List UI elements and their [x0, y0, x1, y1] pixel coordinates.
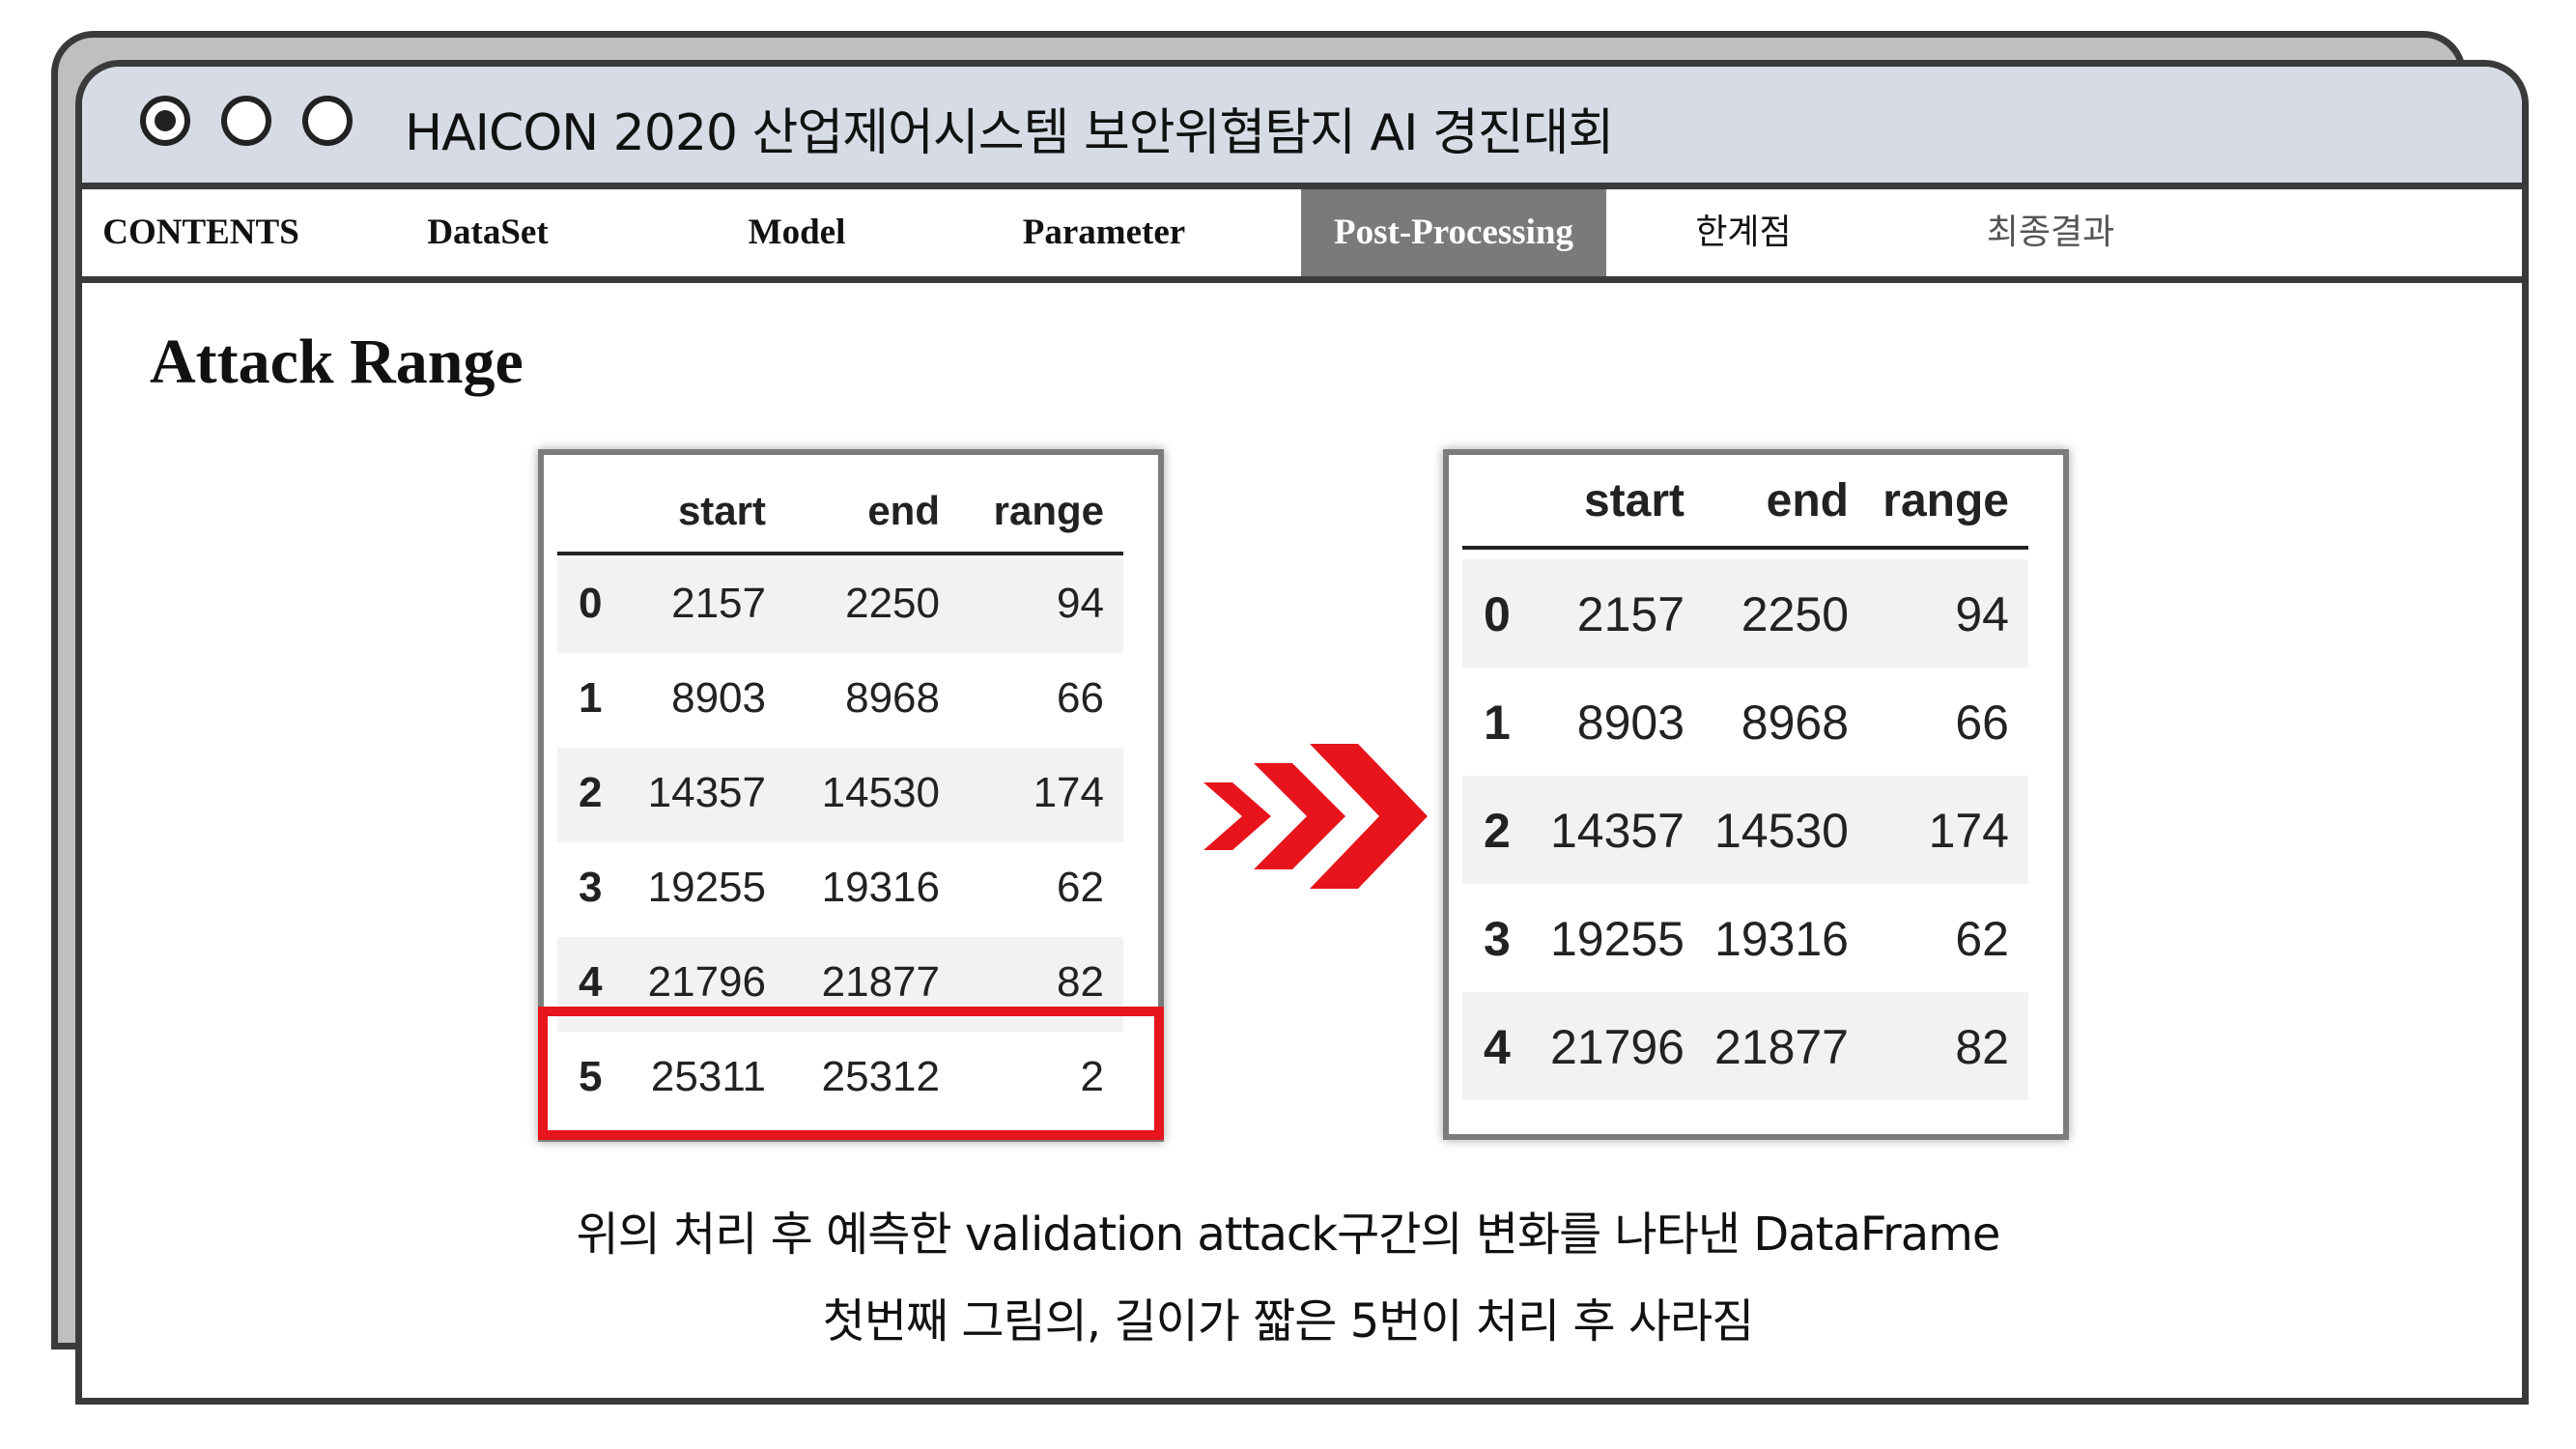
cell-start: 14357 — [1549, 804, 1684, 858]
cell-idx: 0 — [579, 580, 603, 627]
cell-start: 21796 — [1549, 1020, 1684, 1074]
cell-idx: 5 — [579, 1053, 603, 1100]
caption-line-1: 위의 처리 후 예측한 validation attack구간의 변화를 나타낸… — [576, 1208, 2001, 1262]
title-bar: HAICON 2020 산업제어시스템 보안위협탐지 AI 경진대회 — [82, 67, 2522, 189]
cell-idx: 3 — [1484, 912, 1511, 966]
main-window: HAICON 2020 산업제어시스템 보안위협탐지 AI 경진대회 CONTE… — [75, 60, 2529, 1405]
table-row: 2 14357 14530 174 — [557, 748, 1123, 842]
cell-start: 2157 — [671, 580, 766, 627]
column-header-start: start — [1583, 475, 1684, 526]
window-control-radio-icon[interactable] — [140, 96, 190, 146]
table-row: 0 2157 2250 94 — [557, 558, 1123, 653]
section-title: Attack Range — [150, 327, 524, 397]
table-row: 1 8903 8968 66 — [1462, 668, 2028, 776]
nav-tab-parameter[interactable]: Parameter — [1022, 213, 1186, 252]
nav-tab-final-results[interactable]: 최종결과 — [1986, 213, 2115, 252]
cell-idx: 1 — [579, 674, 603, 722]
column-header-start: start — [677, 488, 766, 533]
before-dataframe-table: start end range 0 2157 2250 94 1 8903 8968 66 2 1… — [538, 449, 1164, 1142]
table-header: start end range — [557, 474, 1123, 555]
table-header: start end range — [1462, 465, 2028, 550]
cell-end: 25312 — [821, 1053, 940, 1100]
cell-idx: 0 — [1484, 587, 1511, 641]
nav-bar: CONTENTS DataSet Model Parameter Post-Pr… — [82, 189, 2522, 283]
cell-start: 25311 — [650, 1053, 766, 1100]
nav-tab-model[interactable]: Model — [748, 213, 846, 252]
cell-range: 174 — [1033, 769, 1104, 816]
chevron-right-icon — [1203, 744, 1428, 889]
cell-range: 66 — [1955, 696, 2009, 750]
caption-line-2: 첫번째 그림의, 길이가 짧은 5번이 처리 후 사라짐 — [822, 1294, 1755, 1349]
nav-tab-limitations[interactable]: 한계점 — [1695, 213, 1792, 252]
cell-range: 174 — [1928, 804, 2009, 858]
cell-end: 21877 — [821, 958, 940, 1006]
cell-range: 62 — [1057, 864, 1104, 911]
cell-range: 2 — [1080, 1053, 1104, 1100]
table-row: 5 25311 25312 2 — [557, 1032, 1123, 1126]
nav-tab-contents[interactable]: CONTENTS — [102, 213, 299, 252]
column-header-end: end — [1766, 475, 1849, 526]
cell-end: 14530 — [1713, 804, 1849, 858]
cell-idx: 2 — [579, 769, 603, 816]
window-title: HAICON 2020 산업제어시스템 보안위협탐지 AI 경진대회 — [405, 104, 1614, 162]
table-row: 3 19255 19316 62 — [1462, 884, 2028, 992]
table-row: 4 21796 21877 82 — [557, 937, 1123, 1032]
window-control-circle-icon[interactable] — [302, 96, 353, 146]
cell-start: 14357 — [647, 769, 766, 816]
window-control-circle-icon[interactable] — [221, 96, 271, 146]
cell-start: 19255 — [647, 864, 766, 911]
cell-range: 82 — [1057, 958, 1104, 1006]
cell-start: 19255 — [1549, 912, 1684, 966]
nav-tab-post-processing[interactable]: Post-Processing — [1301, 189, 1606, 276]
table-row: 0 2157 2250 94 — [1462, 559, 2028, 668]
cell-range: 66 — [1057, 674, 1104, 722]
column-header-end: end — [867, 488, 940, 533]
cell-start: 21796 — [647, 958, 766, 1006]
cell-end: 2250 — [845, 580, 940, 627]
table-row: 3 19255 19316 62 — [557, 842, 1123, 937]
removed-row-highlight — [538, 1007, 1164, 1140]
cell-start: 2157 — [1576, 587, 1684, 641]
cell-idx: 2 — [1484, 804, 1511, 858]
cell-idx: 4 — [1484, 1020, 1511, 1074]
cell-range: 82 — [1955, 1020, 2009, 1074]
cell-start: 8903 — [1576, 696, 1684, 750]
cell-end: 19316 — [821, 864, 940, 911]
cell-end: 19316 — [1713, 912, 1849, 966]
cell-idx: 3 — [579, 864, 603, 911]
cell-idx: 4 — [579, 958, 603, 1006]
cell-idx: 1 — [1484, 696, 1511, 750]
cell-end: 21877 — [1713, 1020, 1849, 1074]
column-header-range: range — [993, 488, 1104, 533]
cell-range: 62 — [1955, 912, 2009, 966]
cell-end: 8968 — [845, 674, 940, 722]
cell-end: 14530 — [821, 769, 940, 816]
table-row: 4 21796 21877 82 — [1462, 992, 2028, 1100]
after-dataframe-table: start end range 0 2157 2250 94 1 8903 8968 66 2 1… — [1443, 449, 2069, 1140]
table-row: 2 14357 14530 174 — [1462, 776, 2028, 884]
cell-range: 94 — [1955, 587, 2009, 641]
nav-tab-dataset[interactable]: DataSet — [427, 213, 549, 252]
cell-range: 94 — [1057, 580, 1104, 627]
column-header-range: range — [1882, 475, 2009, 526]
cell-end: 8968 — [1741, 696, 1849, 750]
cell-start: 8903 — [671, 674, 766, 722]
cell-end: 2250 — [1741, 587, 1849, 641]
table-row: 1 8903 8968 66 — [557, 653, 1123, 748]
